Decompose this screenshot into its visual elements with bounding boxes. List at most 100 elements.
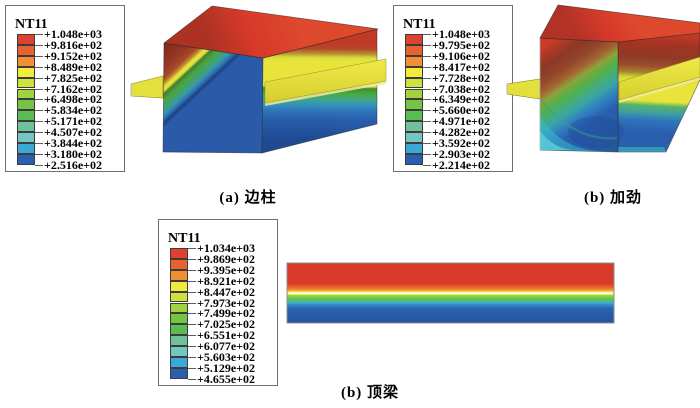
legend-value-label: +7.973e+02 (197, 295, 256, 310)
legend-color-swatch (170, 280, 188, 292)
legend-value-label: +8.921e+02 (197, 273, 256, 288)
legend-value-label: +4.655e+02 (197, 371, 256, 386)
legend-tick (188, 367, 196, 369)
legend-tick (35, 143, 43, 144)
legend-value-label: +6.551e+02 (197, 328, 256, 343)
legend-value-label: +1.048e+03 (44, 27, 103, 41)
legend-value-label: +4.507e+02 (44, 125, 103, 140)
legend-color-swatch (17, 121, 35, 133)
flange-left-wing (130, 75, 164, 99)
stiffener-top-face (539, 4, 700, 43)
legend-value-label: +8.489e+02 (44, 59, 103, 74)
legend-tick (423, 153, 431, 155)
legend-tick (35, 99, 43, 101)
legend-tick (188, 324, 196, 326)
legend-color-swatch (17, 153, 35, 165)
legend-title-a: NT11 (15, 17, 48, 32)
legend-color-swatch (405, 121, 423, 133)
legend-value-label: +5.171e+02 (44, 114, 103, 129)
flange-plate-edge (265, 81, 386, 106)
legend-tick (423, 55, 431, 57)
legend-value-label: +8.447e+02 (197, 284, 256, 299)
caption-b-stiffener: (b) 加劲 (583, 190, 643, 206)
legend-tick (188, 258, 196, 260)
legend-tick (35, 66, 43, 68)
legend-tick (35, 164, 43, 166)
legend-color-swatch (170, 302, 188, 314)
flange-left-wing (506, 78, 541, 100)
stiffener-side-cool-band (618, 147, 666, 152)
legend-value-label: +5.660e+02 (432, 103, 491, 118)
legend-tick (35, 153, 43, 155)
legend-color-swatch (405, 143, 423, 154)
legend-tick (35, 44, 43, 46)
legend-color-swatch (170, 313, 188, 325)
legend-tick (35, 132, 43, 134)
legend-value-label: +1.048e+03 (432, 27, 491, 41)
legend-tick (423, 110, 431, 112)
legend-value-label: +7.499e+02 (197, 306, 256, 321)
legend-color-swatch (170, 324, 188, 336)
legend-title-b: NT11 (403, 17, 436, 32)
legend-value-label: +7.728e+02 (432, 70, 491, 85)
legend-title-c: NT11 (168, 231, 201, 246)
legend-tick (35, 121, 43, 123)
legend-value-label: +6.498e+02 (44, 92, 103, 107)
caption-a: (a) 边柱 (219, 190, 277, 206)
legend-value-label: +1.034e+03 (197, 241, 256, 255)
flange-plate-edge (619, 77, 700, 103)
legend-color-swatch (170, 335, 188, 347)
legend-color-swatch (170, 367, 188, 379)
legend-tick (423, 34, 431, 35)
legend-color-swatch (170, 357, 188, 368)
legend-color-swatch (17, 44, 35, 56)
legend-value-label: +6.077e+02 (197, 339, 256, 354)
legend-value-label: +9.106e+02 (432, 48, 491, 63)
legend-value-label: +7.038e+02 (432, 81, 491, 96)
legend-tick (35, 55, 43, 57)
legend-tick (423, 121, 431, 123)
legend-color-swatch (405, 44, 423, 56)
legend-value-label: +2.903e+02 (432, 146, 491, 161)
legend-color-swatch (17, 143, 35, 154)
legend-value-label: +2.516e+02 (44, 157, 103, 172)
legend-tick (423, 164, 431, 166)
legend-tick (423, 66, 431, 68)
legend-value-label: +8.417e+02 (432, 59, 491, 74)
legend-tick (35, 88, 43, 90)
legend-tick (188, 313, 196, 315)
legend-value-label: +9.152e+02 (44, 48, 103, 63)
legend-value-label: +3.180e+02 (44, 146, 103, 161)
legend-color-swatch (170, 291, 188, 303)
contour-shape-top-beam (286, 262, 615, 324)
legend-tick (35, 34, 43, 35)
flange-plate-right (264, 58, 387, 104)
legend-color-swatch (405, 66, 423, 78)
legend-value-label: +9.816e+02 (44, 37, 103, 52)
legend-color-swatch (170, 258, 188, 270)
legend-scale-c: +1.034e+03 +9.869e+02 +9.395e+02 +8.921e+02… (170, 242, 272, 385)
column-top-face (163, 5, 379, 59)
contour-shape-stiffener (506, 4, 700, 153)
legend-color-swatch (17, 132, 35, 143)
legend-color-swatch (17, 66, 35, 78)
legend-tick (35, 77, 43, 79)
legend-value-label: +3.844e+02 (44, 136, 103, 150)
legend-tick (188, 269, 196, 271)
legend-tick (423, 143, 431, 144)
legend-color-swatch (170, 346, 188, 357)
legend-value-label: +3.592e+02 (432, 136, 491, 150)
legend-tick (423, 88, 431, 90)
legend-value-label: +4.971e+02 (432, 114, 491, 129)
legend-tick (423, 44, 431, 46)
legend-color-swatch (405, 132, 423, 143)
beam-weld-line (288, 292, 613, 295)
legend-tick (188, 335, 196, 337)
legend-value-label: +5.834e+02 (44, 103, 103, 118)
legend-value-label: +9.395e+02 (197, 262, 256, 277)
legend-tick (423, 99, 431, 101)
legend-scale-a: +1.048e+03 +9.816e+02 +9.152e+02 +8.489e+02… (17, 28, 119, 171)
legend-value-label: +7.825e+02 (44, 70, 103, 85)
cool-core-contour (568, 116, 624, 148)
legend-value-label: +9.869e+02 (197, 251, 256, 266)
